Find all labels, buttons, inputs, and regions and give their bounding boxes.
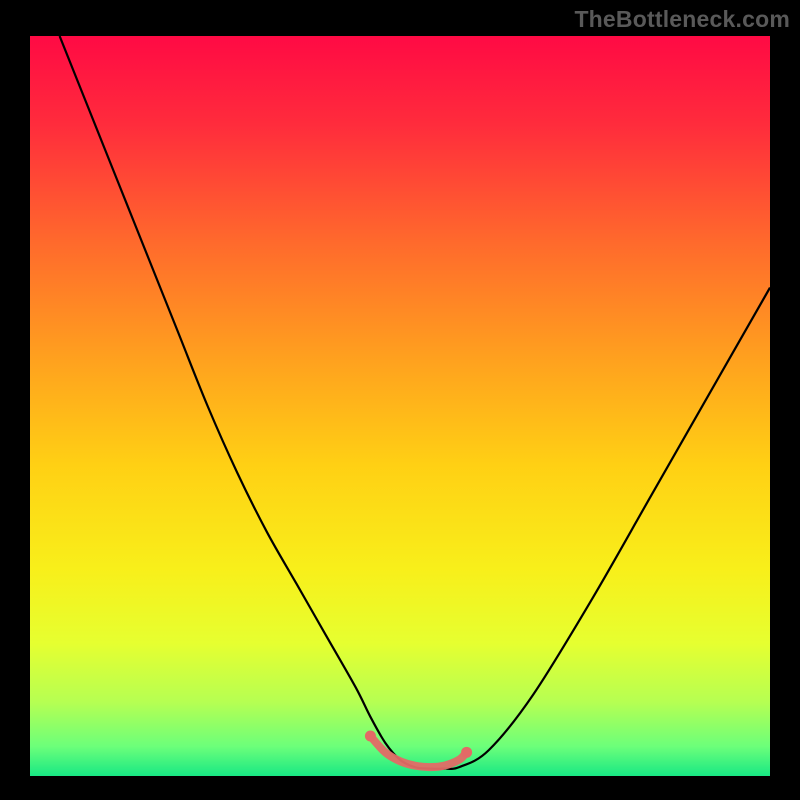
trough-endpoint-left xyxy=(365,731,376,742)
curve-layer xyxy=(30,36,770,776)
watermark-text: TheBottleneck.com xyxy=(574,6,790,33)
chart-stage: TheBottleneck.com xyxy=(0,0,800,800)
plot-area xyxy=(30,36,770,776)
v-curve-path xyxy=(60,36,770,769)
trough-endpoint-right xyxy=(461,747,472,758)
